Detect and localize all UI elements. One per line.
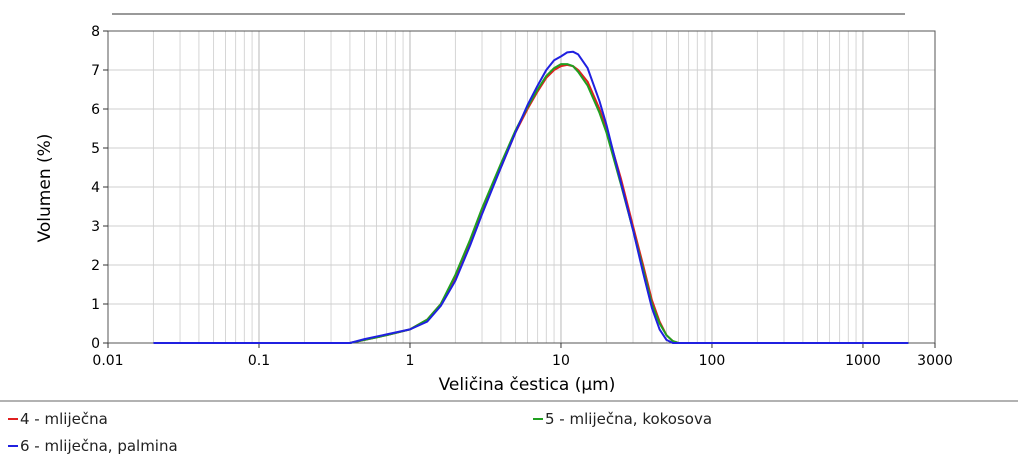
x-tick-label: 1000 — [845, 353, 881, 369]
legend-item-1: 4 - mliječna — [8, 410, 108, 428]
legend-item-2: 5 - mliječna, kokosova — [533, 410, 712, 428]
x-tick-label: 100 — [699, 353, 726, 369]
y-tick-label: 1 — [91, 297, 100, 313]
legend-label: 5 - mliječna, kokosova — [545, 410, 712, 428]
legend-item-3: 6 - mliječna, palmina — [8, 437, 178, 455]
legend-label: 4 - mliječna — [20, 410, 108, 428]
y-axis-title: Volumen (%) — [35, 134, 55, 243]
y-tick-label: 8 — [91, 24, 100, 40]
legend: 4 - mliječna 5 - mliječna, kokosova 6 - ml… — [8, 410, 712, 455]
y-axis-ticks: 0 1 2 3 4 5 6 7 8 — [91, 24, 108, 352]
x-tick-label: 1 — [406, 353, 415, 369]
x-axis-title: Veličina čestica (μm) — [439, 375, 616, 395]
y-tick-label: 2 — [91, 258, 100, 274]
series-line-1 — [153, 63, 909, 344]
legend-label: 6 - mliječna, palmina — [20, 437, 178, 455]
y-tick-label: 0 — [91, 336, 100, 352]
series-line-3 — [153, 50, 909, 344]
series-line-2 — [153, 63, 909, 344]
x-tick-label: 10 — [552, 353, 570, 369]
grid-lines — [108, 31, 935, 343]
series-lines — [153, 50, 909, 344]
y-tick-label: 5 — [91, 141, 100, 157]
x-axis-ticks: 0.01 0.1 1 10 100 1000 3000 — [92, 343, 953, 369]
y-tick-label: 6 — [91, 102, 100, 118]
y-tick-label: 3 — [91, 219, 100, 235]
x-tick-label: 3000 — [917, 353, 953, 369]
y-tick-label: 7 — [91, 63, 100, 79]
y-tick-label: 4 — [91, 180, 100, 196]
x-tick-label: 0.01 — [92, 353, 123, 369]
x-tick-label: 0.1 — [248, 353, 270, 369]
